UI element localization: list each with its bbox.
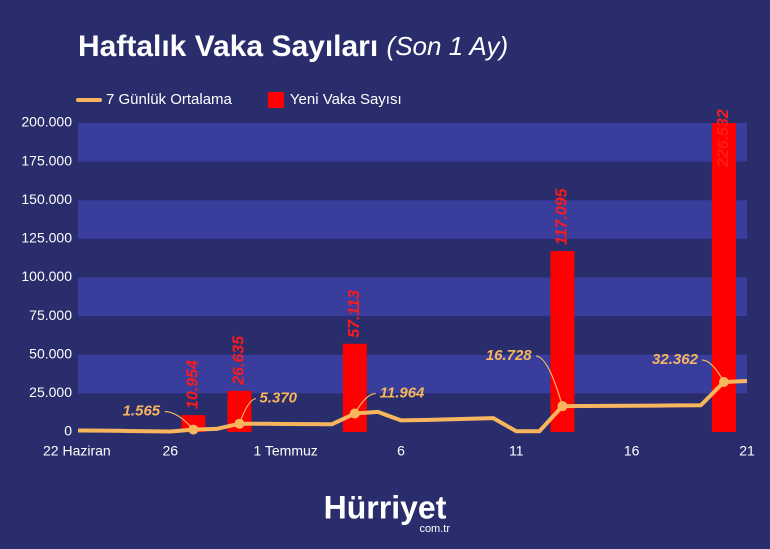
x-tick-label: 11 [509, 443, 524, 459]
subtitle: (Son 1 Ay) [387, 31, 509, 61]
plot: 10.954 26.635 57.113 117.095 226.532 1.565 5.3… [77, 109, 748, 435]
grid-band [78, 277, 747, 317]
x-tick-label: 16 [624, 443, 640, 459]
bands: 0 25.000 50.000 75.000 100.000 125.000 150.000… [21, 114, 755, 459]
line-value-label: 32.362 [652, 351, 699, 368]
bar-value-label: 117.095 [554, 187, 571, 245]
legend-swatch [267, 92, 284, 108]
y-tick-label: 100.000 [21, 268, 72, 284]
y-tick-label: 25.000 [29, 384, 72, 400]
bar-value-label: 226.532 [715, 109, 732, 168]
line-value-label: 16.728 [486, 347, 533, 364]
y-tick-label: 150.000 [21, 191, 72, 207]
line-value-label: 5.370 [259, 390, 297, 407]
line-point [234, 418, 245, 429]
legend-label: 7 Günlük Ortalama [106, 91, 233, 108]
chart-title: Haftalık Vaka Sayıları (Son 1 Ay) [78, 30, 508, 63]
brand: Hürriyet [324, 489, 447, 525]
line-point [718, 377, 729, 388]
x-tick-label: 26 [162, 443, 178, 459]
x-tick-label: 6 [397, 443, 405, 459]
y-tick-label: 175.000 [21, 152, 72, 168]
x-tick-label: 1 Temmuz [253, 443, 317, 459]
title-main: Haftalık Vaka Sayıları [78, 30, 378, 63]
grid-band [78, 200, 747, 239]
legend: 7 Günlük Ortalama Yeni Vaka Sayısı [76, 91, 402, 108]
bar-value-label: 57.113 [346, 290, 363, 338]
bar-value-label: 26.635 [231, 335, 248, 386]
brand-suffix: com.tr [419, 523, 450, 535]
line-point [349, 408, 360, 419]
y-tick-label: 0 [64, 423, 72, 439]
line-point [188, 424, 199, 435]
leader-line [535, 355, 564, 407]
bar-value-label: 10.954 [185, 360, 202, 409]
x-tick-label: 21 [739, 443, 755, 459]
line-point [557, 401, 568, 412]
legend-label: Yeni Vaka Sayısı [290, 91, 402, 108]
y-tick-label: 50.000 [29, 345, 72, 361]
y-tick-label: 125.000 [21, 230, 72, 246]
y-tick-label: 75.000 [29, 307, 72, 323]
grid-band [78, 123, 747, 162]
y-tick-label: 200.000 [21, 114, 72, 130]
line-value-label: 1.565 [123, 403, 161, 420]
line-value-label: 11.964 [380, 384, 425, 401]
grid-band [78, 354, 747, 394]
x-tick-label: 22 Haziran [43, 443, 111, 459]
